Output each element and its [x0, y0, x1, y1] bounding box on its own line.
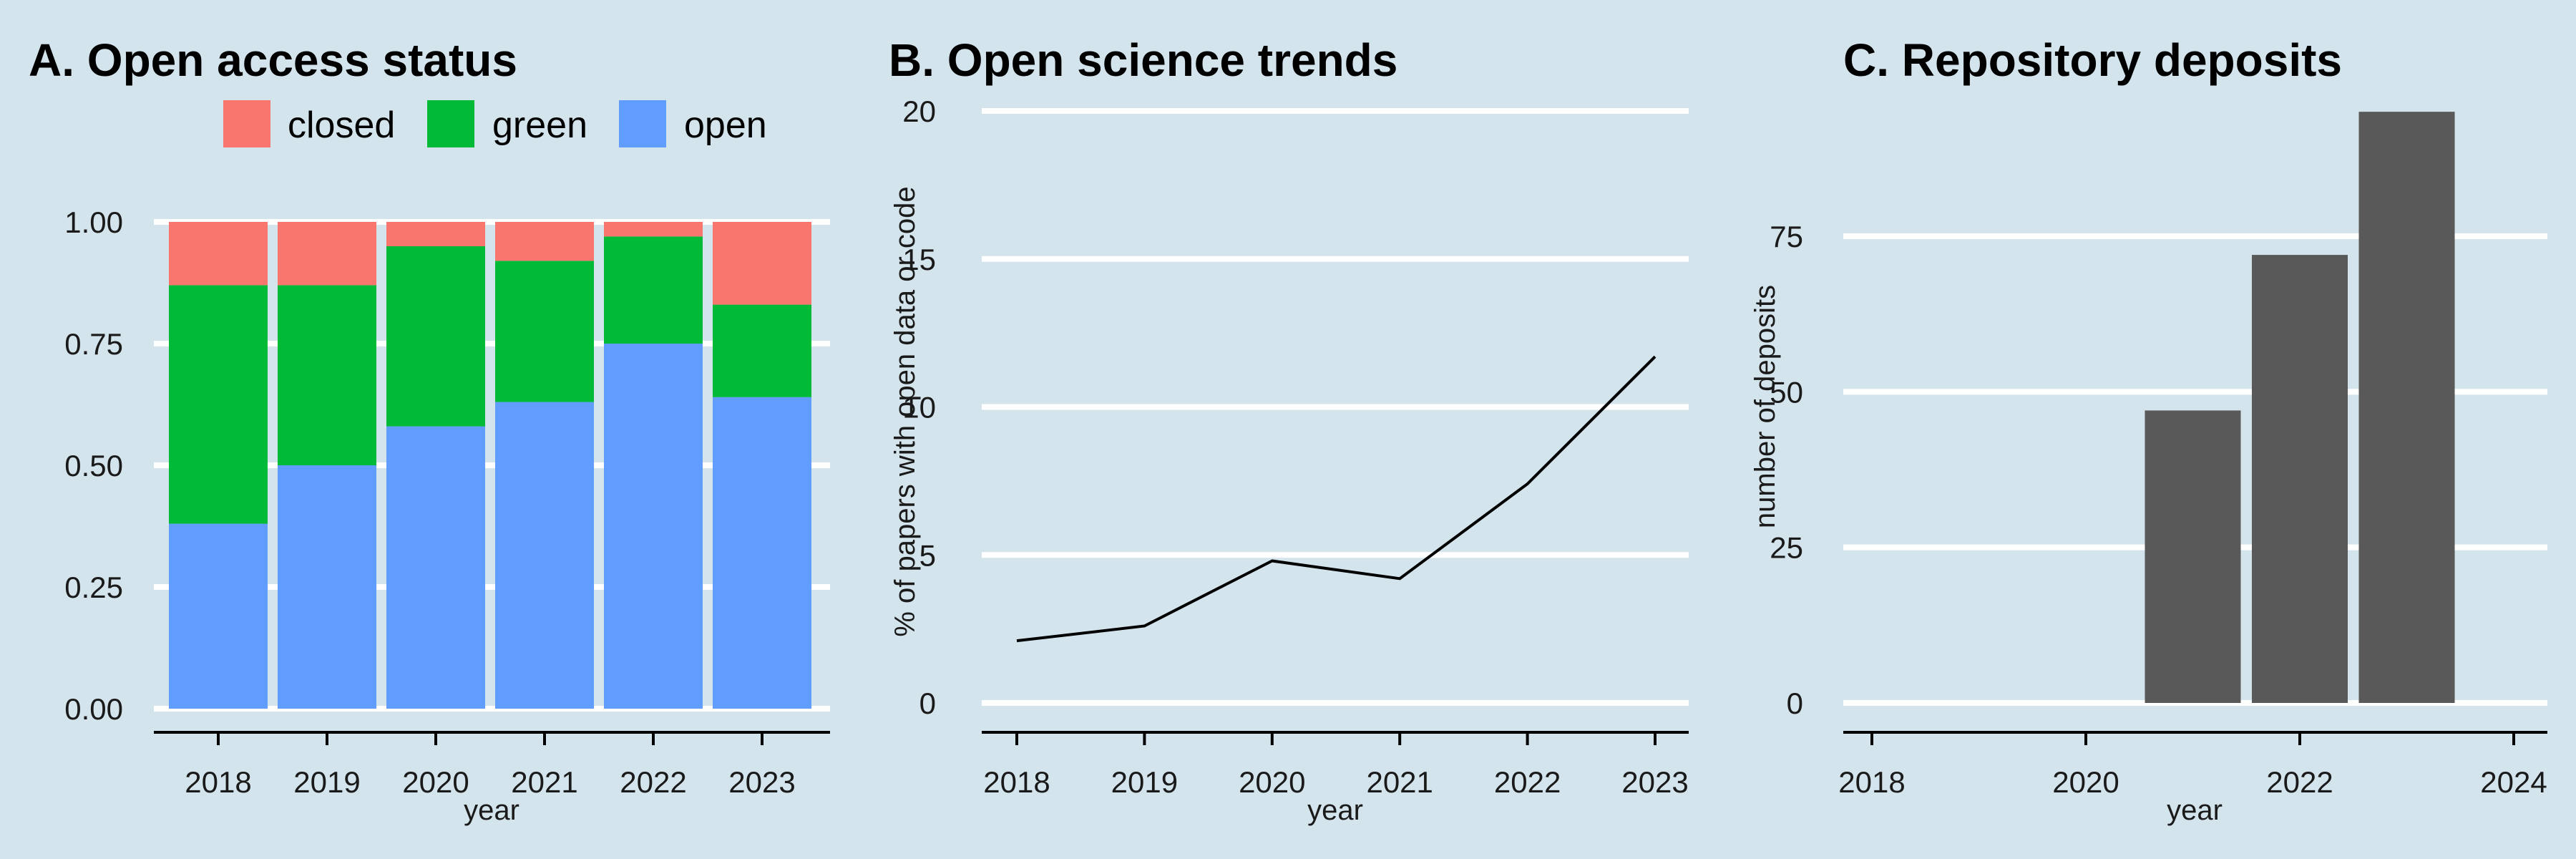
x-tick-label: 2024 — [2480, 765, 2547, 799]
panel-a: A. Open access status closed green open … — [29, 34, 830, 826]
legend-label-open: open — [684, 105, 767, 146]
legend-label-closed: closed — [288, 105, 395, 146]
panel-a-legend: closed green open — [223, 100, 767, 147]
panel-c-title: C. Repository deposits — [1843, 34, 2342, 86]
bar-segment-open-2023 — [713, 397, 811, 709]
panel-c-y-axis-label: number of deposits — [1750, 285, 1781, 528]
bar-segment-green-2022 — [604, 236, 703, 344]
y-tick-label: 0.50 — [64, 449, 123, 482]
y-tick-label: 10 — [902, 391, 936, 424]
bar-segment-closed-2019 — [278, 222, 376, 286]
bar-2021 — [2145, 410, 2241, 703]
bar-segment-closed-2022 — [604, 222, 703, 237]
y-tick-label: 0.75 — [64, 327, 123, 361]
bar-segment-closed-2021 — [495, 222, 594, 261]
x-tick-label: 2019 — [293, 765, 360, 799]
panel-c-bars — [2145, 112, 2455, 704]
panel-b-y-axis-label: % of papers with open data or code — [889, 186, 921, 636]
panel-a-bars — [169, 222, 811, 709]
legend-swatch-green — [427, 100, 474, 147]
panel-a-x-axis-label: year — [464, 795, 519, 826]
panel-b-gridlines — [982, 108, 1689, 706]
x-tick-label: 2018 — [185, 765, 251, 799]
bar-2022 — [2252, 255, 2348, 704]
panel-b: B. Open science trends 0 5 10 15 20 2018 2019… — [889, 34, 1689, 826]
panel-c-y-tick-labels: 0 25 50 75 — [1770, 220, 1803, 720]
y-tick-label: 0.25 — [64, 571, 123, 604]
bar-segment-closed-2023 — [713, 222, 811, 305]
panel-c-x-axis-label: year — [2167, 795, 2223, 826]
panel-a-x-ticks: 2018 2019 2020 2021 2022 2023 — [185, 732, 796, 799]
y-tick-label: 0 — [919, 686, 936, 720]
y-tick-label: 75 — [1770, 220, 1803, 253]
y-tick-label: 25 — [1770, 531, 1803, 565]
y-tick-label: 20 — [902, 94, 936, 128]
bar-segment-open-2020 — [386, 426, 485, 709]
bar-segment-open-2022 — [604, 344, 703, 709]
y-tick-label: 50 — [1770, 375, 1803, 409]
y-tick-label: 1.00 — [64, 205, 123, 239]
panel-a-title: A. Open access status — [29, 34, 517, 86]
bar-segment-green-2018 — [169, 285, 268, 524]
legend-swatch-open — [619, 100, 666, 147]
x-tick-label: 2022 — [620, 765, 686, 799]
x-tick-label: 2023 — [728, 765, 795, 799]
panel-b-y-tick-labels: 0 5 10 15 20 — [902, 94, 936, 720]
x-tick-label: 2020 — [402, 765, 469, 799]
panel-a-y-tick-labels: 0.00 0.25 0.50 0.75 1.00 — [64, 205, 123, 726]
bar-segment-open-2018 — [169, 523, 268, 709]
bar-segment-open-2019 — [278, 465, 376, 709]
y-tick-label: 15 — [902, 243, 936, 276]
panel-b-title: B. Open science trends — [889, 34, 1397, 86]
x-tick-label: 2021 — [1366, 765, 1433, 799]
bar-segment-green-2020 — [386, 246, 485, 427]
x-tick-label: 2022 — [1494, 765, 1561, 799]
panel-c-x-ticks: 2018 2020 2022 2024 — [1838, 732, 2547, 799]
bar-2023 — [2358, 112, 2455, 704]
legend-swatch-closed — [223, 100, 270, 147]
x-tick-label: 2018 — [983, 765, 1050, 799]
bar-segment-open-2021 — [495, 402, 594, 709]
bar-segment-closed-2020 — [386, 222, 485, 246]
x-tick-label: 2020 — [1239, 765, 1305, 799]
bar-segment-closed-2018 — [169, 222, 268, 286]
bar-segment-green-2023 — [713, 304, 811, 397]
panel-b-x-ticks: 2018 2019 2020 2021 2022 2023 — [983, 732, 1689, 799]
x-tick-label: 2020 — [2052, 765, 2119, 799]
legend-label-green: green — [492, 105, 587, 146]
panel-b-x-axis-label: year — [1307, 795, 1363, 826]
x-tick-label: 2022 — [2266, 765, 2333, 799]
x-tick-label: 2018 — [1838, 765, 1905, 799]
y-tick-label: 5 — [919, 538, 936, 572]
y-tick-label: 0.00 — [64, 692, 123, 726]
x-tick-label: 2019 — [1111, 765, 1178, 799]
x-tick-label: 2023 — [1621, 765, 1688, 799]
bar-segment-green-2019 — [278, 285, 376, 465]
bar-segment-green-2021 — [495, 261, 594, 402]
y-tick-label: 0 — [1787, 686, 1803, 720]
panel-b-trend-line — [1016, 355, 1657, 643]
x-tick-label: 2021 — [511, 765, 577, 799]
